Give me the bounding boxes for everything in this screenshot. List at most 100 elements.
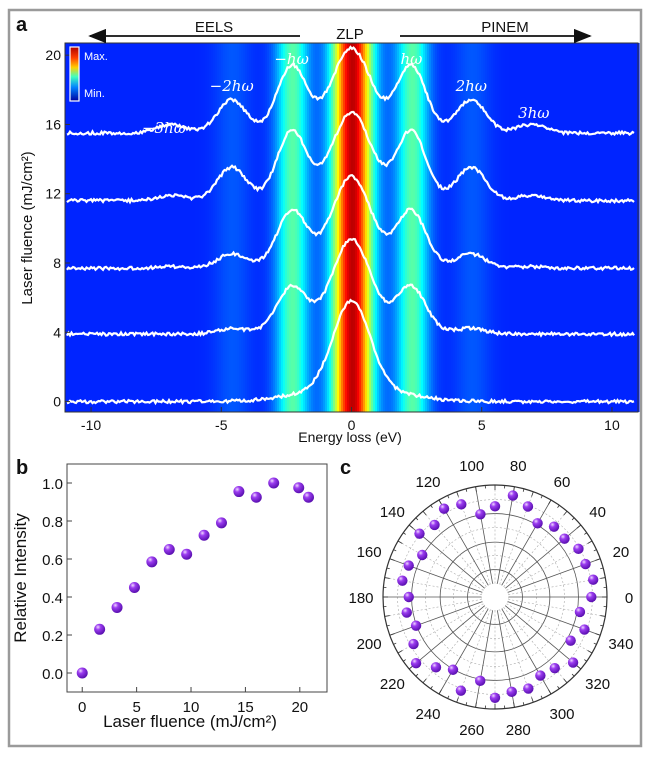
heatmap-column [591, 43, 594, 412]
heatmap-column [79, 43, 82, 412]
heatmap-column [545, 43, 548, 412]
heatmap-column [559, 43, 562, 412]
heatmap-column [451, 43, 454, 412]
angular-gridline [508, 599, 606, 617]
heatmap-column [515, 43, 518, 412]
angle-tick-label: 100 [459, 458, 484, 475]
heatmap-column [109, 43, 112, 412]
panel-a: -10 -5 0 5 10 0 4 8 12 16 20 Energy loss (eV) Laser … [16, 14, 640, 445]
heatmap-column [187, 43, 190, 412]
heatmap-column [467, 43, 470, 412]
heatmap-column [609, 43, 612, 412]
angle-tick [447, 495, 450, 499]
heatmap-column [385, 43, 388, 412]
peak-label: 3hω [518, 104, 549, 122]
angle-tick-label: 120 [415, 474, 440, 491]
heatmap-column [547, 43, 550, 412]
angular-gridline [503, 511, 568, 587]
angle-tick [438, 689, 442, 695]
heatmap-column [447, 43, 450, 412]
angular-gridline [501, 608, 552, 695]
data-point [506, 686, 517, 698]
data-point [523, 683, 534, 694]
panel-label-b: b [16, 457, 28, 479]
heatmap-column [381, 43, 384, 412]
heatmap-column [599, 43, 602, 412]
heatmap [65, 43, 640, 412]
heatmap-column [573, 43, 576, 412]
heatmap-column [199, 43, 202, 412]
heatmap-column [535, 43, 538, 412]
data-point [579, 624, 590, 635]
heatmap-column [139, 43, 142, 412]
heatmap-column [175, 43, 178, 412]
angular-gridline [505, 524, 582, 589]
heatmap-column [513, 43, 516, 412]
angular-gridline [389, 601, 483, 636]
heatmap-column [611, 43, 614, 412]
heatmap-column [505, 43, 508, 412]
heatmap-column [569, 43, 572, 412]
heatmap-column [177, 43, 180, 412]
heatmap-column [509, 43, 512, 412]
heatmap-column [489, 43, 492, 412]
heatmap-column [583, 43, 586, 412]
heatmap-column [549, 43, 552, 412]
heatmap-column [243, 43, 246, 412]
heatmap-column [277, 43, 280, 412]
heatmap-column [193, 43, 196, 412]
panel-c: 0 20 40 60 80 100 120 140 160 180 200 220 240 260 280 3… [340, 457, 633, 739]
heatmap-column [421, 43, 424, 412]
x-tick-label: -10 [81, 417, 101, 433]
heatmap-column [337, 43, 340, 412]
heatmap-column [317, 43, 320, 412]
heatmap-column [481, 43, 484, 412]
heatmap-column [203, 43, 206, 412]
heatmap-column [293, 43, 296, 412]
data-point [438, 503, 450, 514]
heatmap-column [311, 43, 314, 412]
heatmap-column [479, 43, 482, 412]
heatmap-column [133, 43, 136, 412]
x-axis-label: Energy loss (eV) [298, 429, 401, 445]
heatmap-column [309, 43, 312, 412]
heatmap-column [409, 43, 412, 412]
heatmap-column [601, 43, 604, 412]
heatmap-column [201, 43, 204, 412]
data-point [403, 591, 414, 603]
heatmap-column [477, 43, 480, 412]
heatmap-column [185, 43, 188, 412]
x-tick-label: -5 [215, 417, 228, 433]
heatmap-column [405, 43, 408, 412]
data-point [430, 662, 442, 673]
heatmap-column [343, 43, 346, 412]
heatmap-column [431, 43, 434, 412]
heatmap-column [523, 43, 526, 412]
data-point [559, 533, 570, 544]
angle-tick [408, 524, 414, 529]
heatmap-column [371, 43, 374, 412]
heatmap-column [493, 43, 496, 412]
x-tick-label: 5 [132, 699, 140, 716]
heatmap-column [437, 43, 440, 412]
angular-gridline [456, 609, 491, 703]
angular-gridline [508, 577, 606, 595]
heatmap-column [115, 43, 118, 412]
x-tick-label: 10 [604, 417, 620, 433]
heatmap-column [565, 43, 568, 412]
data-point [408, 638, 419, 650]
angle-tick-label: 220 [380, 676, 405, 693]
angle-tick [397, 650, 403, 654]
data-point [447, 664, 459, 675]
heatmap-column [429, 43, 432, 412]
y-axis-label: Laser fluence (mJ/cm²) [19, 151, 36, 304]
heatmap-column [219, 43, 222, 412]
heatmap-column [327, 43, 330, 412]
heatmap-column [387, 43, 390, 412]
angle-tick [384, 577, 390, 579]
angle-tick [600, 624, 604, 627]
heatmap-column [579, 43, 582, 412]
heatmap-column [195, 43, 198, 412]
heatmap-column [257, 43, 260, 412]
heatmap-column [541, 43, 544, 412]
